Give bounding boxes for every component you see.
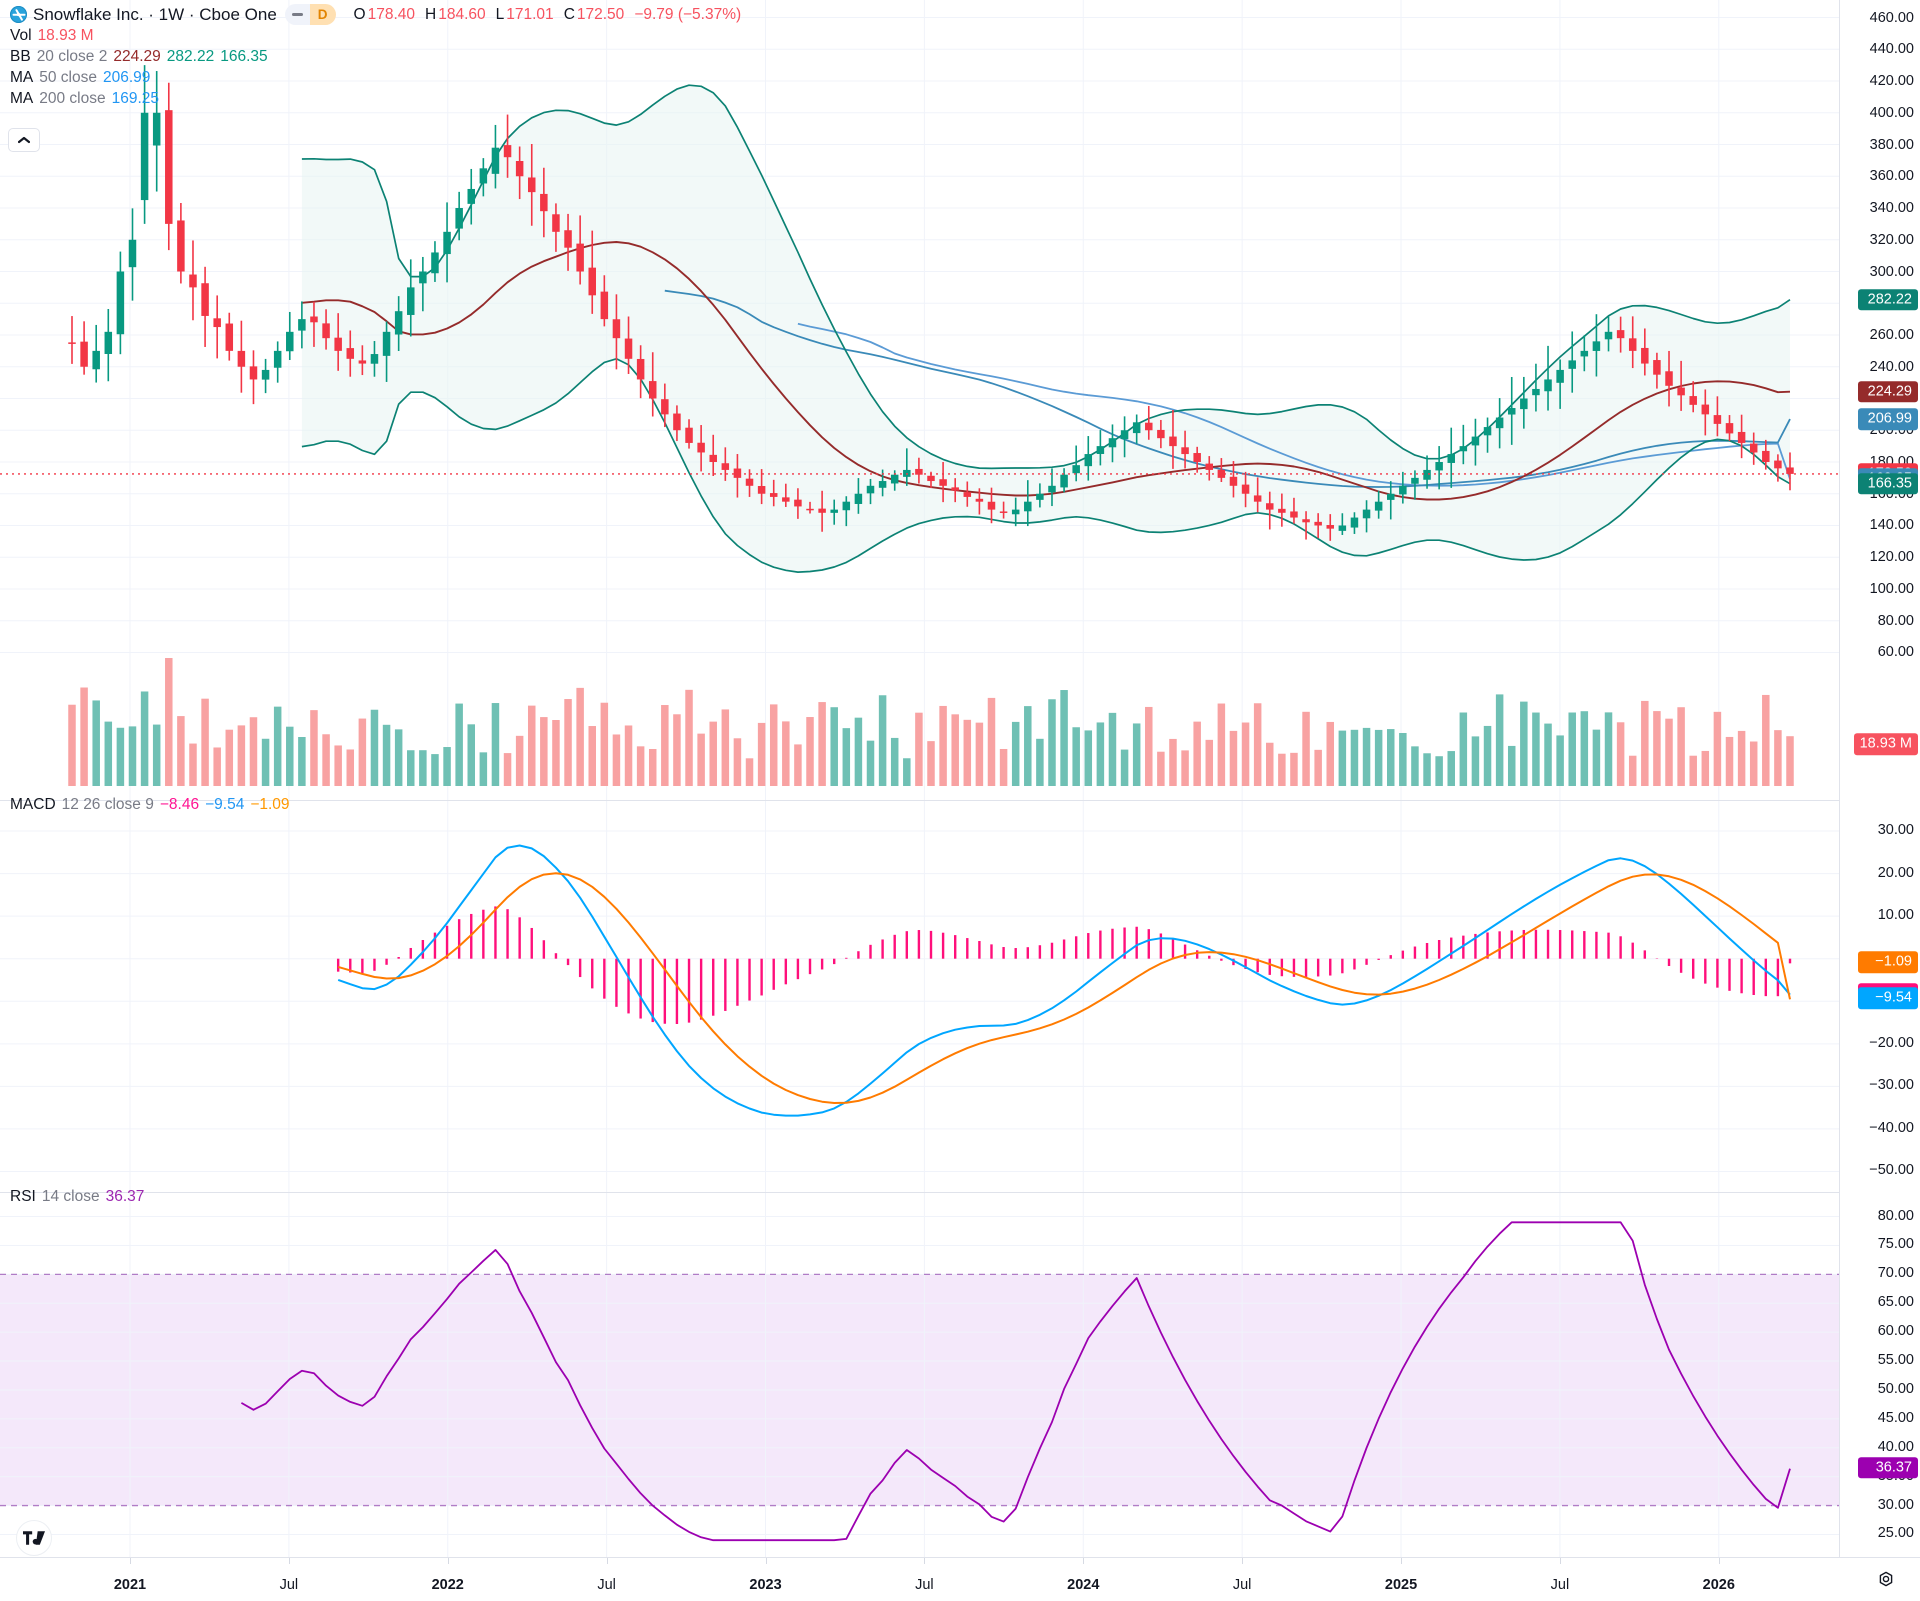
axis-tick-label: −20.00: [1869, 1034, 1914, 1051]
price-pane[interactable]: [0, 0, 1840, 800]
axis-tick-label: 10.00: [1877, 906, 1914, 923]
time-tick-mark: [130, 1558, 131, 1564]
axis-tick-label: 25.00: [1877, 1525, 1914, 1542]
time-axis-label: 2021: [113, 1577, 147, 1593]
time-axis-label: Jul: [1232, 1577, 1252, 1593]
axis-tick-label: 420.00: [1869, 72, 1914, 89]
time-tick-mark: [1083, 1558, 1085, 1564]
axis-tick-label: 460.00: [1869, 9, 1914, 26]
axis-tick-label: 30.00: [1877, 821, 1914, 838]
axis-tick-label: 30.00: [1877, 1496, 1914, 1513]
axis-tick-label: 100.00: [1869, 580, 1914, 597]
time-tick-mark: [288, 1558, 290, 1564]
time-tick-mark: [765, 1558, 767, 1564]
tradingview-logo[interactable]: [16, 1520, 52, 1556]
axis-tick-label: −30.00: [1869, 1077, 1914, 1094]
rsi-pane[interactable]: [0, 1192, 1840, 1558]
axis-tick-label: 60.00: [1877, 1322, 1914, 1339]
axis-tick-label: 70.00: [1877, 1265, 1914, 1282]
collapse-legend-button[interactable]: [8, 128, 40, 152]
time-tick-mark: [1559, 1558, 1561, 1564]
chevron-up-icon: [18, 136, 30, 144]
time-axis-label: Jul: [915, 1577, 934, 1593]
axis-tick-label: 400.00: [1869, 104, 1914, 121]
time-axis-label: 2024: [1067, 1577, 1100, 1593]
macd-pane[interactable]: [0, 800, 1840, 1193]
axis-tick-label: 140.00: [1869, 517, 1914, 534]
time-axis-label: Jul: [279, 1577, 299, 1593]
time-axis-label: 2022: [431, 1577, 464, 1593]
axis-tick-label: 60.00: [1877, 644, 1914, 661]
axis-tick-label: 340.00: [1869, 199, 1914, 216]
macd-chart-canvas: [0, 801, 1840, 1193]
time-tick-mark: [447, 1558, 449, 1564]
tradingview-logo-icon: [23, 1531, 45, 1545]
macd-hist-tag[interactable]: −1.09: [1858, 951, 1918, 974]
axis-tick-label: 40.00: [1877, 1438, 1914, 1455]
bb-upper-tag[interactable]: 282.22: [1858, 288, 1918, 311]
time-tick-mark: [606, 1558, 608, 1564]
axis-tick-label: 55.00: [1877, 1351, 1914, 1368]
ma50-tag[interactable]: 206.99: [1858, 408, 1918, 430]
time-tick-mark: [924, 1558, 926, 1564]
bb-basis-tag[interactable]: 224.29: [1858, 380, 1918, 403]
axis-tick-label: 80.00: [1877, 1207, 1914, 1224]
axis-tick-label: 65.00: [1877, 1294, 1914, 1310]
axis-tick-label: 300.00: [1869, 263, 1914, 280]
time-axis-label: Jul: [1550, 1577, 1570, 1593]
axis-tick-label: 20.00: [1877, 864, 1914, 881]
time-axis-label: 2025: [1384, 1577, 1418, 1593]
axis-tick-label: 50.00: [1877, 1380, 1914, 1397]
axis-tick-label: 240.00: [1869, 358, 1914, 375]
volume-tag[interactable]: 18.93 M: [1853, 733, 1918, 755]
axis-tick-label: −40.00: [1869, 1119, 1914, 1136]
axis-tick-label: 80.00: [1877, 612, 1914, 629]
axis-tick-label: 120.00: [1869, 548, 1914, 565]
rsi-value-tag[interactable]: 36.37: [1858, 1456, 1918, 1479]
axis-tick-label: 45.00: [1877, 1409, 1914, 1426]
gear-icon[interactable]: [1876, 1570, 1896, 1590]
axis-tick-label: 360.00: [1869, 168, 1914, 184]
time-tick-mark: [1242, 1558, 1244, 1564]
axis-tick-label: 260.00: [1869, 326, 1914, 343]
chart-plot-area[interactable]: [0, 0, 1840, 1558]
time-tick-mark: [1718, 1558, 1720, 1564]
axis-tick-label: 440.00: [1869, 41, 1914, 58]
time-axis-label: 2023: [749, 1577, 782, 1593]
axis-tick-label: 320.00: [1869, 231, 1914, 248]
axis-tick-label: 75.00: [1877, 1236, 1914, 1253]
macd-signal-tag[interactable]: −9.54: [1858, 987, 1918, 1010]
axis-tick-label: 380.00: [1869, 136, 1914, 153]
time-tick-mark: [1401, 1558, 1403, 1564]
time-axis-label: 2026: [1702, 1577, 1735, 1593]
price-scale[interactable]: 460.00 440.00 420.00 400.00 380.00 360.00 340.…: [1839, 0, 1920, 1557]
bb-lower-tag[interactable]: 166.35: [1858, 472, 1918, 495]
axis-tick-label: −50.00: [1869, 1162, 1914, 1179]
price-chart-canvas: [0, 0, 1840, 800]
time-axis[interactable]: 2021 Jul 2022 Jul 2023 Jul 2024 Jul 2025 Jul 2026: [0, 1557, 1920, 1601]
rsi-chart-canvas: [0, 1193, 1840, 1558]
time-axis-label: Jul: [597, 1577, 616, 1593]
